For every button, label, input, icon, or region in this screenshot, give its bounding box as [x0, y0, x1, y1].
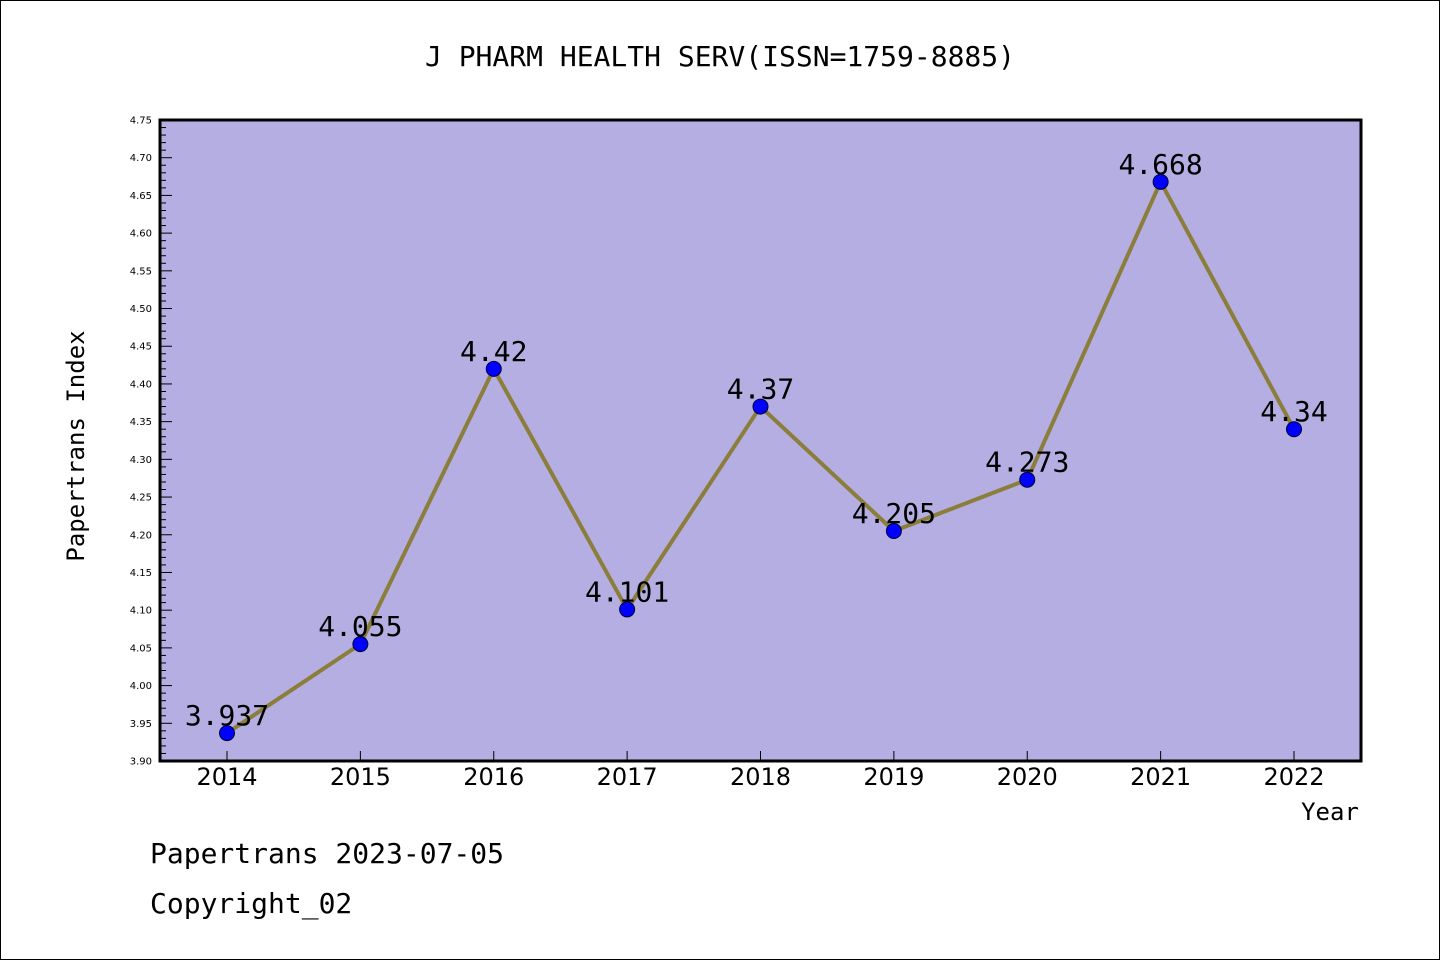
x-tick-label: 2022: [1263, 763, 1324, 791]
y-tick-label: 4.05: [130, 643, 152, 654]
plot-border: [158, 118, 1363, 763]
y-tick-label: 4.45: [130, 342, 152, 353]
x-tick-label: 2015: [330, 763, 391, 791]
x-tick-label: 2018: [730, 763, 791, 791]
data-label: 4.205: [852, 497, 936, 530]
y-axis-ticks: 3.90 3.95 4.00 4.05 4.10 4.15 4.20 4.25 4.30 4.35…: [130, 116, 172, 768]
x-tick-label: 2017: [597, 763, 658, 791]
y-axis-label: Papertrans Index: [62, 330, 90, 561]
data-point: [1019, 471, 1036, 488]
y-tick-label: 4.35: [130, 417, 152, 428]
data-label: 4.273: [985, 446, 1069, 479]
y-tick-label: 4.40: [130, 379, 152, 390]
y-tick-label: 4.00: [130, 681, 152, 692]
y-tick-label: 4.60: [130, 229, 152, 240]
y-tick-label: 4.15: [130, 568, 152, 579]
data-point: [619, 601, 636, 618]
data-label: 4.34: [1260, 395, 1327, 428]
data-label: 4.37: [727, 373, 794, 406]
x-axis-label: Year: [1301, 798, 1359, 826]
data-label: 4.42: [460, 335, 527, 368]
data-label: 3.937: [185, 699, 269, 732]
x-tick-label: 2016: [463, 763, 524, 791]
x-axis-ticks: 2014 2015 2016 2017 2018 2019 2020 2021 2022: [196, 751, 1325, 791]
x-tick-label: 2019: [863, 763, 924, 791]
y-tick-label: 4.75: [130, 116, 152, 127]
data-point: [1286, 421, 1302, 438]
y-tick-label: 4.20: [130, 530, 152, 541]
y-tick-label: 4.25: [130, 493, 152, 504]
y-tick-label: 4.50: [130, 304, 152, 315]
data-point: [485, 360, 502, 377]
data-point: [1152, 173, 1169, 190]
data-point: [219, 725, 235, 742]
x-tick-label: 2020: [997, 763, 1058, 791]
y-tick-label: 4.70: [130, 153, 152, 164]
data-label: 4.101: [585, 575, 669, 608]
data-point: [752, 398, 769, 415]
y-tick-label: 4.55: [130, 266, 152, 277]
y-tick-label: 3.95: [130, 719, 152, 730]
footer-copyright: Copyright_02: [150, 887, 352, 921]
data-point: [352, 636, 369, 653]
series-markers: [219, 173, 1302, 742]
data-label: 4.668: [1118, 148, 1202, 181]
data-labels: 3.937 4.055 4.42 4.101 4.37 4.205 4.273 4.668 4.…: [185, 148, 1328, 732]
x-tick-label: 2014: [196, 763, 257, 791]
data-point: [885, 522, 902, 539]
y-tick-label: 4.30: [130, 455, 152, 466]
data-label: 4.055: [318, 610, 402, 643]
y-tick-label: 3.90: [130, 757, 152, 768]
x-tick-label: 2021: [1130, 763, 1191, 791]
chart-title: J PHARM HEALTH SERV(ISSN=1759-8885): [425, 40, 1015, 73]
plot-area: [160, 120, 1361, 761]
y-tick-label: 4.65: [130, 191, 152, 202]
footer-date: Papertrans 2023-07-05: [150, 837, 504, 870]
y-tick-label: 4.10: [130, 606, 152, 617]
